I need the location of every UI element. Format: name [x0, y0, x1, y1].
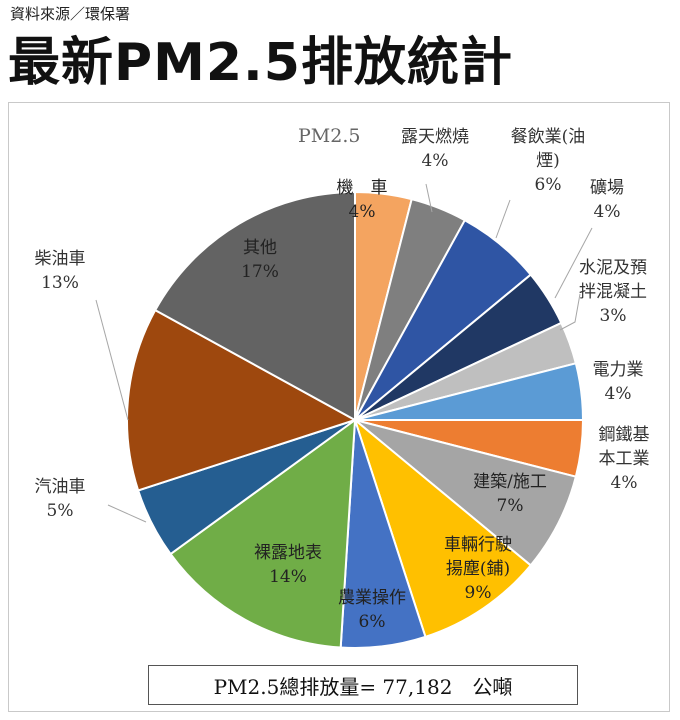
slice-label-13: 其他	[243, 238, 277, 258]
slice-percent-7: 7%	[497, 496, 524, 516]
slice-label-4: 水泥及預	[579, 258, 647, 278]
leader-line-11	[107, 504, 147, 523]
slice-label-8: 揚塵(鋪)	[446, 559, 510, 579]
slice-label-8: 車輛行駛	[444, 535, 512, 555]
slice-percent-13: 17%	[241, 262, 279, 282]
slice-percent-1: 4%	[422, 151, 449, 171]
slice-percent-9: 6%	[359, 612, 386, 632]
slice-label-2: 煙)	[536, 151, 560, 171]
slice-percent-12: 13%	[41, 273, 79, 293]
total-emission-box: PM2.5總排放量= 77,182 公噸	[148, 665, 578, 705]
leader-line-3	[554, 227, 593, 299]
series-label: PM2.5	[298, 125, 360, 147]
pie-slice-13	[153, 190, 356, 422]
slice-label-10: 裸露地表	[254, 543, 322, 563]
slice-label-3: 礦場	[590, 178, 624, 198]
page-title: 最新PM2.5排放統計	[8, 33, 513, 93]
slice-label-12: 柴油車	[35, 249, 86, 269]
slice-percent-6: 4%	[611, 473, 638, 493]
leader-line-1	[425, 183, 433, 213]
slice-label-6: 本工業	[599, 449, 650, 469]
pie-slice-12	[126, 308, 358, 492]
slice-percent-11: 5%	[47, 501, 74, 521]
slice-label-2: 餐飲業(油	[511, 127, 586, 147]
slice-percent-0: 4%	[349, 202, 376, 222]
source-note: 資料來源／環保署	[10, 5, 131, 23]
slice-percent-10: 14%	[269, 567, 307, 587]
slice-percent-5: 4%	[605, 384, 632, 404]
pie-slice-10	[169, 417, 357, 649]
leader-line-2	[495, 199, 511, 239]
slice-label-5: 電力業	[593, 360, 644, 380]
slice-label-11: 汽油車	[35, 477, 86, 497]
slice-label-9: 農業操作	[338, 588, 406, 608]
slice-label-1: 露天燃燒	[401, 127, 469, 147]
slice-label-7: 建築/施工	[473, 472, 547, 492]
leader-line-4	[559, 293, 581, 331]
slice-percent-4: 3%	[600, 306, 627, 326]
slice-percent-3: 4%	[594, 202, 621, 222]
slice-percent-8: 9%	[465, 583, 492, 603]
slice-label-0: 機 車	[337, 178, 388, 198]
slice-label-4: 拌混凝土	[579, 282, 647, 302]
slice-percent-2: 6%	[535, 175, 562, 195]
slice-label-6: 鋼鐵基	[599, 425, 650, 445]
leader-line-12	[95, 299, 129, 421]
pie-slice-8	[352, 417, 533, 639]
